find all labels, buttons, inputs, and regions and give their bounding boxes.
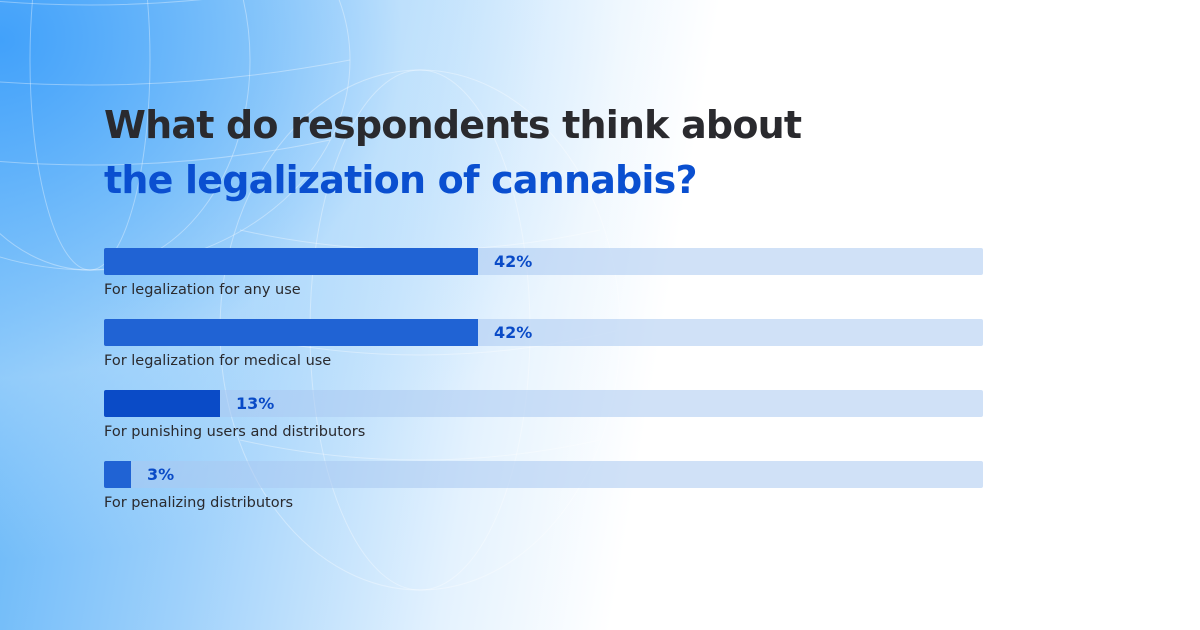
data-label: 42% <box>494 323 533 342</box>
page-title: What do respondents think about the lega… <box>104 98 802 208</box>
bar-row: 42% For legalization for medical use <box>104 319 983 390</box>
title-line-2: the legalization of cannabis? <box>104 158 698 202</box>
bar <box>104 319 478 346</box>
bar <box>104 390 220 417</box>
data-label: 3% <box>147 465 175 484</box>
category-label: For legalization for medical use <box>104 353 332 369</box>
bar-track <box>104 461 983 488</box>
data-label: 13% <box>236 394 275 413</box>
bar-track <box>104 390 983 417</box>
bar-row: 42% For legalization for any use <box>104 248 983 319</box>
bar-track <box>104 319 983 346</box>
bar-track <box>104 248 983 275</box>
bar <box>104 461 131 488</box>
bar-chart: 42% For legalization for any use 42% For le… <box>104 248 983 532</box>
title-line-1: What do respondents think about <box>104 103 802 147</box>
bar-row: 13% For punishing users and distributors <box>104 390 983 461</box>
data-label: 42% <box>494 252 533 271</box>
category-label: For penalizing distributors <box>104 495 294 511</box>
category-label: For punishing users and distributors <box>104 424 366 440</box>
bar <box>104 248 478 275</box>
bar-row: 3% For penalizing distributors <box>104 461 983 532</box>
category-label: For legalization for any use <box>104 282 301 298</box>
